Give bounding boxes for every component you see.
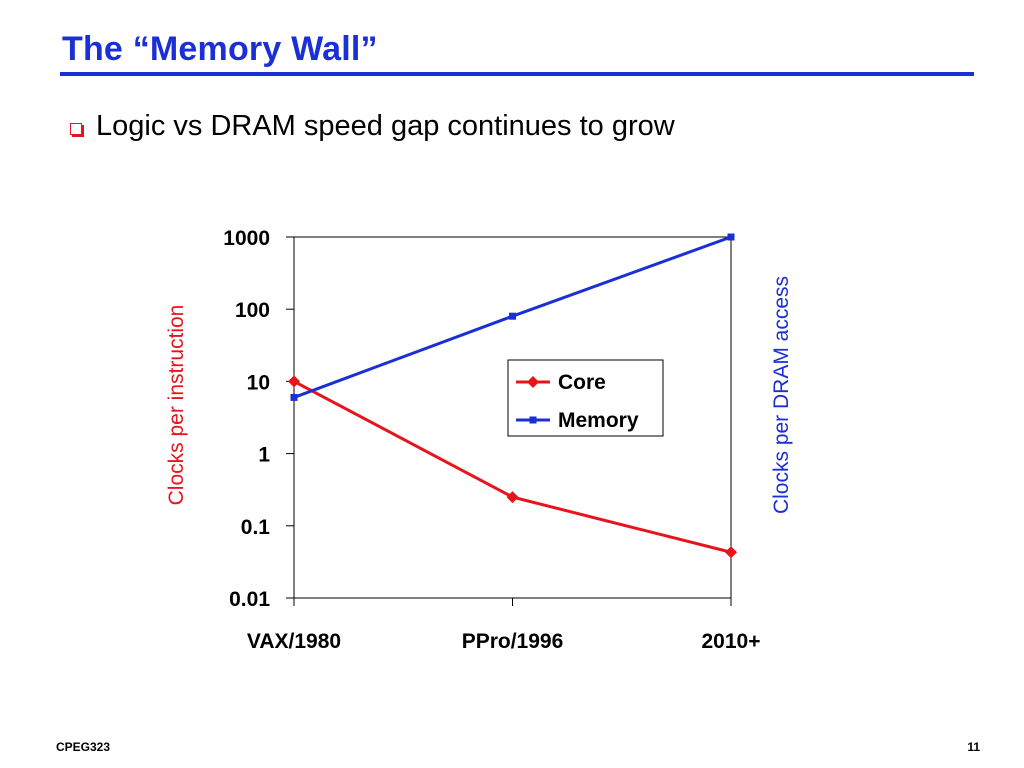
memory-data-point: [509, 312, 516, 320]
x-tick-label: PPro/1996: [462, 630, 564, 653]
y-tick-label: 10: [247, 371, 270, 394]
x-tick-label: 2010+: [702, 630, 761, 653]
y-tick-label: 0.01: [229, 588, 270, 611]
y-tick-label: 1: [258, 444, 270, 467]
legend: Core Memory: [507, 359, 664, 437]
legend-core-marker: [527, 376, 539, 388]
memory-data-point: [727, 233, 735, 241]
bullet-text: Logic vs DRAM speed gap continues to gro…: [96, 110, 675, 142]
x-axis: VAX/1980 PPro/1996 2010+: [247, 598, 761, 653]
title-underline: [60, 72, 974, 76]
x-tick-label: VAX/1980: [247, 630, 341, 653]
legend-memory-label: Memory: [558, 409, 639, 432]
legend-core-label: Core: [558, 371, 606, 394]
slide-title: The “Memory Wall”: [62, 30, 378, 68]
y-axis: 1000 100 10 1 0.1 0.01: [223, 227, 294, 611]
y-tick-label: 100: [235, 299, 270, 322]
footer-page-number: 11: [967, 740, 980, 754]
square-bullet-icon: [70, 122, 82, 135]
left-axis-label: Clocks per instruction: [165, 305, 188, 506]
core-data-point: [725, 546, 737, 559]
series-layer: [288, 233, 737, 559]
core-data-point: [288, 375, 300, 388]
y-tick-label: 0.1: [241, 516, 271, 539]
y-tick-label: 1000: [223, 227, 270, 250]
memory-data-point: [290, 393, 298, 401]
right-axis-label: Clocks per DRAM access: [770, 276, 793, 514]
bullet-item: Logic vs DRAM speed gap continues to gro…: [70, 110, 675, 143]
footer-course-code: CPEG323: [56, 740, 111, 754]
core-data-point: [506, 491, 519, 504]
legend-memory-marker: [529, 416, 537, 424]
